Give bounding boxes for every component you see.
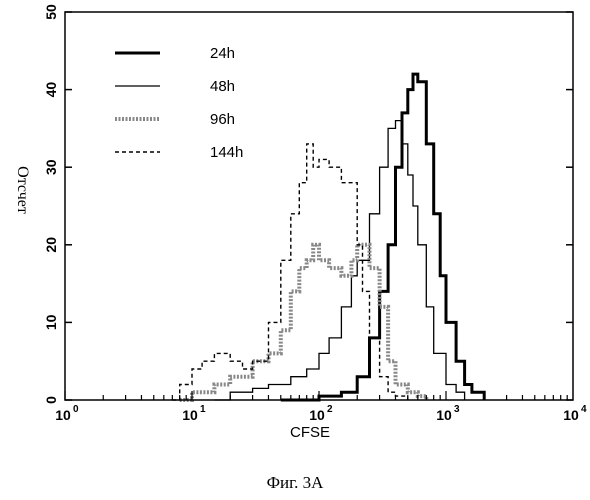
x-tick-label: 103 bbox=[436, 404, 460, 423]
legend-label-144h: 144h bbox=[210, 144, 243, 161]
x-tick-exponent: 3 bbox=[454, 404, 460, 415]
legend-label-24h: 24h bbox=[210, 45, 235, 62]
figure-caption: Фиг. 3A bbox=[267, 473, 325, 492]
series-line-144h bbox=[172, 144, 407, 400]
x-tick-base: 10 bbox=[563, 407, 579, 423]
x-tick-exponent: 4 bbox=[581, 404, 587, 415]
series-line-24h bbox=[281, 74, 484, 400]
legend-label-96h: 96h bbox=[210, 111, 235, 128]
x-tick-label: 104 bbox=[563, 404, 587, 423]
legend: 24h 48h 96h 144h bbox=[115, 45, 243, 161]
y-axis-label: Отсчет bbox=[14, 166, 31, 214]
y-tick-label: 10 bbox=[43, 314, 59, 330]
x-tick-exponent: 1 bbox=[200, 404, 206, 415]
x-tick-label: 100 bbox=[55, 404, 79, 423]
x-tick-label: 102 bbox=[309, 404, 333, 423]
y-tick-label: 20 bbox=[43, 237, 59, 253]
series-line-48h bbox=[214, 121, 464, 400]
x-tick-base: 10 bbox=[182, 407, 198, 423]
x-tick-exponent: 2 bbox=[327, 404, 333, 415]
x-tick-base: 10 bbox=[55, 407, 71, 423]
y-tick-label: 0 bbox=[43, 396, 59, 404]
x-axis-label: CFSE bbox=[290, 424, 330, 441]
x-tick-label: 101 bbox=[182, 404, 206, 423]
plot-area bbox=[65, 12, 573, 400]
x-tick-exponent: 0 bbox=[73, 404, 79, 415]
y-tick-label: 30 bbox=[43, 159, 59, 175]
y-tick-label: 40 bbox=[43, 82, 59, 98]
legend-label-48h: 48h bbox=[210, 78, 235, 95]
x-tick-base: 10 bbox=[436, 407, 452, 423]
x-tick-base: 10 bbox=[309, 407, 325, 423]
y-tick-label: 50 bbox=[43, 4, 59, 20]
